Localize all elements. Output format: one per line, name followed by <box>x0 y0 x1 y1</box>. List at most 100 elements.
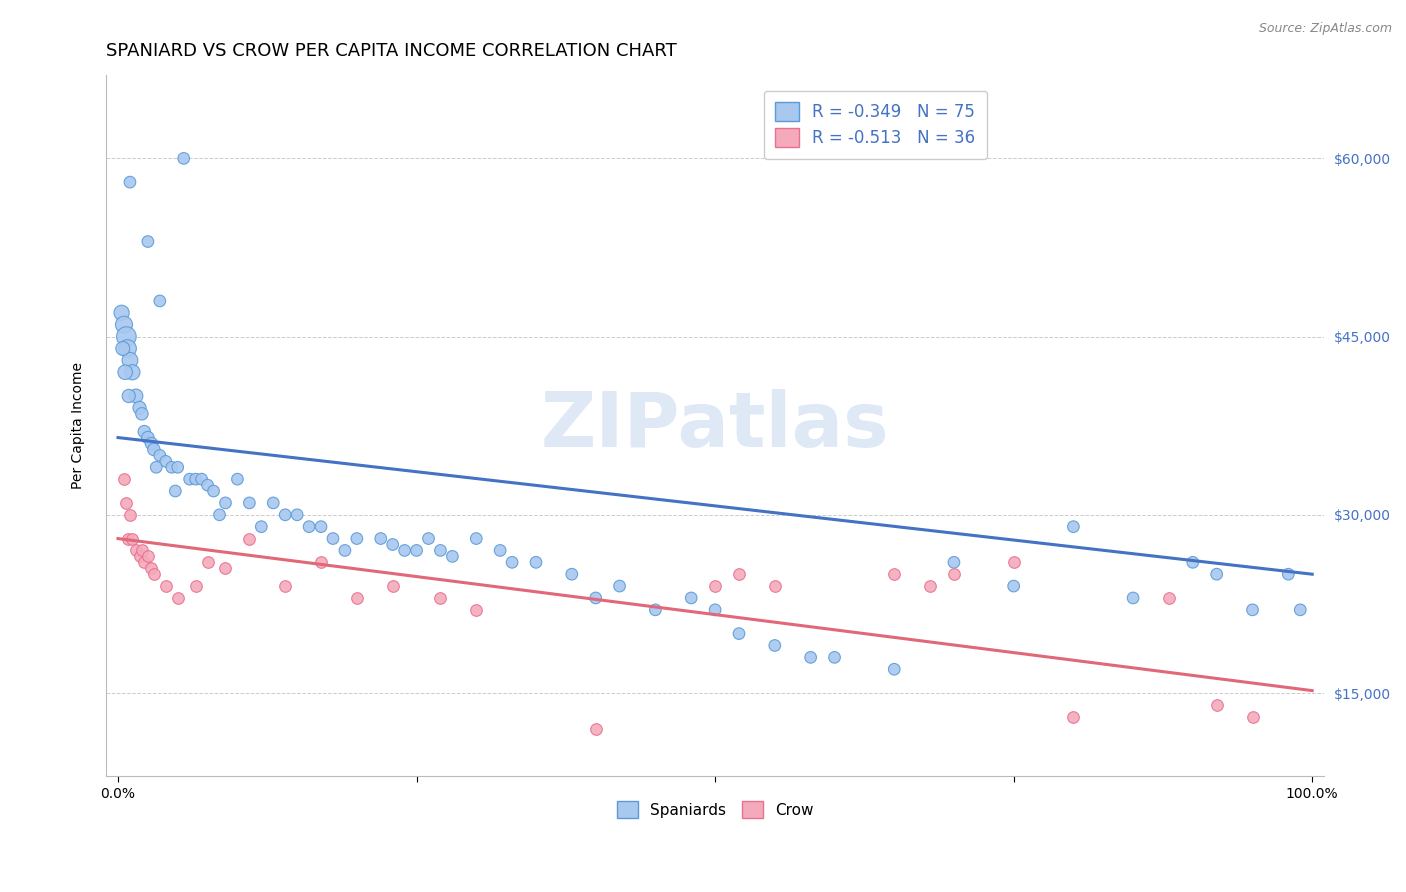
Point <box>429 591 451 605</box>
Point <box>381 537 404 551</box>
Point <box>112 318 135 332</box>
Point <box>179 472 201 486</box>
Point <box>173 152 195 166</box>
Point <box>405 543 427 558</box>
Point <box>728 626 751 640</box>
Point <box>1062 710 1084 724</box>
Point <box>309 555 332 569</box>
Point <box>117 342 139 356</box>
Point <box>1205 567 1227 582</box>
Point <box>131 543 153 558</box>
Point <box>644 603 666 617</box>
Point <box>149 293 172 308</box>
Point <box>125 389 148 403</box>
Point <box>1181 555 1204 569</box>
Point <box>118 175 141 189</box>
Point <box>1277 567 1299 582</box>
Point <box>121 365 143 379</box>
Point <box>1241 603 1264 617</box>
Point <box>465 532 488 546</box>
Point <box>274 508 297 522</box>
Point <box>346 591 368 605</box>
Point <box>1241 710 1264 724</box>
Point <box>370 532 392 546</box>
Point <box>112 472 135 486</box>
Point <box>763 579 786 593</box>
Point <box>118 389 141 403</box>
Point <box>166 591 188 605</box>
Point <box>111 342 134 356</box>
Point <box>1002 579 1025 593</box>
Point <box>128 401 150 415</box>
Point <box>128 549 150 564</box>
Point <box>197 478 219 492</box>
Point <box>190 472 212 486</box>
Point <box>333 543 356 558</box>
Point <box>184 579 207 593</box>
Point <box>136 549 159 564</box>
Text: Source: ZipAtlas.com: Source: ZipAtlas.com <box>1258 22 1392 36</box>
Point <box>125 543 148 558</box>
Point <box>681 591 703 605</box>
Point <box>824 650 846 665</box>
Point <box>114 365 136 379</box>
Point <box>381 579 404 593</box>
Point <box>883 662 905 676</box>
Point <box>134 555 156 569</box>
Point <box>141 561 163 575</box>
Point <box>197 555 219 569</box>
Text: SPANIARD VS CROW PER CAPITA INCOME CORRELATION CHART: SPANIARD VS CROW PER CAPITA INCOME CORRE… <box>105 42 676 60</box>
Y-axis label: Per Capita Income: Per Capita Income <box>72 362 86 489</box>
Point <box>149 449 172 463</box>
Point <box>238 532 260 546</box>
Point <box>394 543 416 558</box>
Point <box>524 555 547 569</box>
Point <box>142 567 165 582</box>
Point <box>145 460 167 475</box>
Point <box>1002 555 1025 569</box>
Point <box>1062 519 1084 533</box>
Point <box>704 603 727 617</box>
Point <box>585 722 607 736</box>
Point <box>704 579 727 593</box>
Point <box>155 454 177 468</box>
Point <box>121 532 143 546</box>
Point <box>110 306 132 320</box>
Point <box>346 532 368 546</box>
Point <box>208 508 231 522</box>
Point <box>160 460 183 475</box>
Point <box>728 567 751 582</box>
Point <box>214 496 236 510</box>
Point <box>184 472 207 486</box>
Point <box>115 329 138 343</box>
Point <box>942 555 965 569</box>
Point <box>141 436 163 450</box>
Point <box>166 460 188 475</box>
Point <box>238 496 260 510</box>
Point <box>118 353 141 368</box>
Point <box>262 496 284 510</box>
Point <box>1122 591 1144 605</box>
Point <box>131 407 153 421</box>
Point <box>322 532 344 546</box>
Point <box>142 442 165 457</box>
Point <box>250 519 273 533</box>
Point <box>298 519 321 533</box>
Point <box>489 543 512 558</box>
Point <box>942 567 965 582</box>
Point <box>1205 698 1227 712</box>
Point <box>418 532 440 546</box>
Point <box>883 567 905 582</box>
Point <box>136 235 159 249</box>
Point <box>561 567 583 582</box>
Point <box>918 579 941 593</box>
Point <box>155 579 177 593</box>
Point <box>585 591 607 605</box>
Point <box>763 639 786 653</box>
Point <box>465 603 488 617</box>
Legend: Spaniards, Crow: Spaniards, Crow <box>610 795 820 824</box>
Point <box>309 519 332 533</box>
Point <box>117 532 139 546</box>
Point <box>441 549 464 564</box>
Point <box>501 555 523 569</box>
